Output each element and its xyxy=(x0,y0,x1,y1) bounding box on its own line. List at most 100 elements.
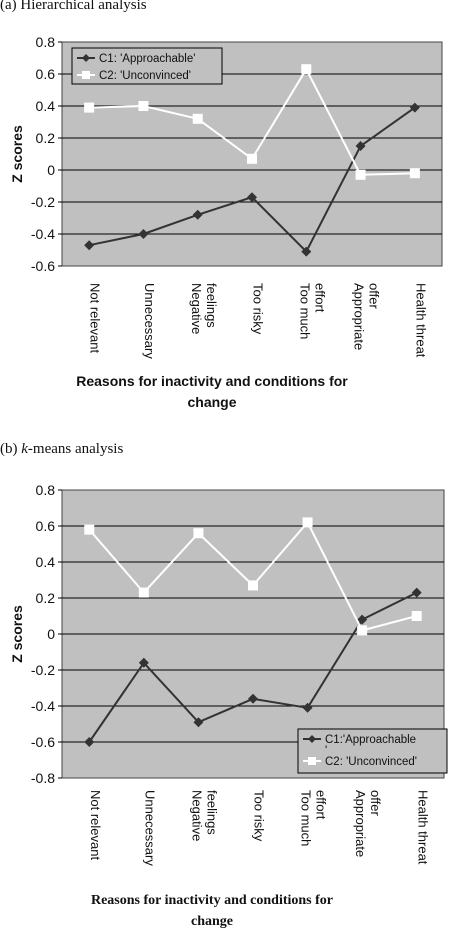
legend-label: C1:'Approachable xyxy=(325,734,416,746)
x-tick-label: Unnecessary xyxy=(142,790,157,866)
x-tick-label-line: Health threat xyxy=(413,283,428,358)
legend-c2-marker xyxy=(82,71,90,79)
c2-point-marker xyxy=(409,168,420,179)
c2-point-marker xyxy=(301,64,312,75)
kmeans-line-chart: 0.8 0.6 0.4 0.2 0 -0.2 -0.4 -0.6 -0.8 Z scores Not… xyxy=(9,482,448,929)
y-tick-label: -0.4 xyxy=(31,698,55,714)
x-tick-label-line: Too risky xyxy=(251,283,266,335)
x-tick-label-line: offer xyxy=(368,790,383,816)
legend-box xyxy=(297,728,448,774)
x-tick-label-line: Too much xyxy=(299,790,314,846)
y-tick-label: 0.2 xyxy=(36,130,56,146)
x-tick-label: Health threat xyxy=(415,790,430,865)
x-tick-label-line: feelings xyxy=(204,283,219,328)
c2-point-marker xyxy=(192,113,203,124)
x-tick-label: Appropriate offer xyxy=(352,283,382,350)
x-tick-label-line: Appropriate xyxy=(353,790,368,857)
c1-point-marker xyxy=(193,717,204,728)
y-tick-label: -0.8 xyxy=(31,770,55,786)
y-tick-label: 0.8 xyxy=(36,482,56,498)
y-tick-label: 0 xyxy=(47,162,55,178)
c1-point-marker xyxy=(355,141,366,151)
c2-point-marker xyxy=(411,611,422,621)
legend-label: C1: 'Approachable' xyxy=(99,53,195,65)
c2-point-marker xyxy=(138,587,149,598)
x-tick-label: Too much effort xyxy=(297,283,327,339)
legend-label: C2: 'Unconvinced' xyxy=(99,70,191,82)
c1-point-marker xyxy=(248,693,258,704)
c2-point-marker xyxy=(247,153,257,164)
panel-kmeans: (b) k-means analysis 0.8 0.6 0.4 0.2 0 -0.2 -0… xyxy=(0,440,453,930)
x-tick-label: Appropriate offer xyxy=(353,790,383,857)
panel-b-title-suffix: -means analysis xyxy=(27,441,124,457)
c1-point-marker xyxy=(411,587,422,598)
legend: C1: 'Approachable' C2: 'Unconvinced' xyxy=(71,47,223,85)
legend: C1:'Approachable'C2: 'Unconvinced' xyxy=(297,728,448,774)
x-tick-label-line: effort xyxy=(314,790,329,820)
x-tick-label-line: Too risky xyxy=(252,790,267,842)
x-tick-label: Too risky xyxy=(251,283,266,335)
x-tick-label-line: Health threat xyxy=(415,790,430,865)
x-tick-label: Unnecessary xyxy=(142,283,157,359)
x-tick-label-line: Appropriate xyxy=(352,283,367,350)
x-tick-label: Too risky xyxy=(252,790,267,842)
c1-point-marker xyxy=(357,614,368,625)
c1-point-marker xyxy=(409,102,420,113)
x-axis-label: Reasons for inactivity and conditions fo… xyxy=(76,373,348,389)
x-tick-label: Health threat xyxy=(413,283,428,358)
c2-point-marker xyxy=(302,517,313,528)
c1-point-marker xyxy=(247,192,257,203)
c2-point-marker xyxy=(84,524,95,535)
c2-point-marker xyxy=(84,102,95,113)
c1-point-marker xyxy=(138,657,149,668)
y-tick-label: 0.4 xyxy=(36,554,56,570)
x-tick-label: Negative feelings xyxy=(189,283,219,334)
x-tick-label-line: Too much xyxy=(297,283,312,339)
legend-c2-marker xyxy=(308,757,316,765)
x-tick-label: Not relevant xyxy=(88,283,103,353)
x-tick-label-line: Unnecessary xyxy=(142,790,157,866)
panel-b-title: (b) k-means analysis xyxy=(0,441,123,458)
y-tick-label: 0.2 xyxy=(36,590,56,606)
x-tick-label: Negative feelings xyxy=(189,790,219,841)
c1-point-marker xyxy=(302,702,313,713)
y-tick-label: 0.8 xyxy=(36,34,56,50)
panel-a-title: (a) Hierarchical analysis xyxy=(0,0,147,14)
y-tick-label: -0.6 xyxy=(31,258,55,274)
y-tick-label: 0.6 xyxy=(36,518,56,534)
y-tick-label: 0 xyxy=(47,626,55,642)
panel-b-title-prefix: (b) xyxy=(0,441,22,457)
panel-hierarchical: (a) Hierarchical analysis 0.8 0.6 0.4 0.2 0 -… xyxy=(0,0,453,420)
c1-point-marker xyxy=(84,240,95,251)
legend-label: C2: 'Unconvinced' xyxy=(325,756,417,768)
x-tick-label-line: Not relevant xyxy=(88,283,103,353)
x-tick-label: Too much effort xyxy=(299,790,329,846)
x-axis-label: change xyxy=(187,394,236,410)
x-tick-label-line: Unnecessary xyxy=(142,283,157,359)
y-tick-label: -0.6 xyxy=(31,734,55,750)
c2-point-marker xyxy=(357,625,368,636)
x-axis-label: Reasons for inactivity and conditions fo… xyxy=(91,893,333,908)
c1-point-marker xyxy=(192,209,203,220)
x-tick-label-line: offer xyxy=(367,283,382,309)
x-tick-label-line: feelings xyxy=(204,790,219,835)
c1-point-marker xyxy=(301,246,312,257)
y-tick-label: 0.6 xyxy=(36,66,56,82)
x-tick-label-line: Negative xyxy=(189,790,204,841)
c1-point-marker xyxy=(84,737,95,747)
y-axis-label: Z scores xyxy=(9,125,25,183)
y-axis-label: Z scores xyxy=(9,605,25,663)
legend-box xyxy=(71,47,223,85)
c1-point-marker xyxy=(138,229,149,239)
panel-b-title-italic: k xyxy=(21,441,28,457)
panel-a-title-prefix: (a) Hierarchical analysis xyxy=(0,0,147,13)
c2-point-marker xyxy=(138,101,149,111)
y-tick-label: -0.2 xyxy=(31,662,55,678)
legend-label: ' xyxy=(325,745,327,757)
c2-point-marker xyxy=(193,528,204,539)
x-tick-label-line: Negative xyxy=(189,283,204,334)
legend-c1-marker xyxy=(82,54,90,62)
x-tick-label: Not relevant xyxy=(88,790,103,860)
x-axis-label: change xyxy=(191,914,233,929)
y-tick-label: -0.2 xyxy=(31,194,55,210)
